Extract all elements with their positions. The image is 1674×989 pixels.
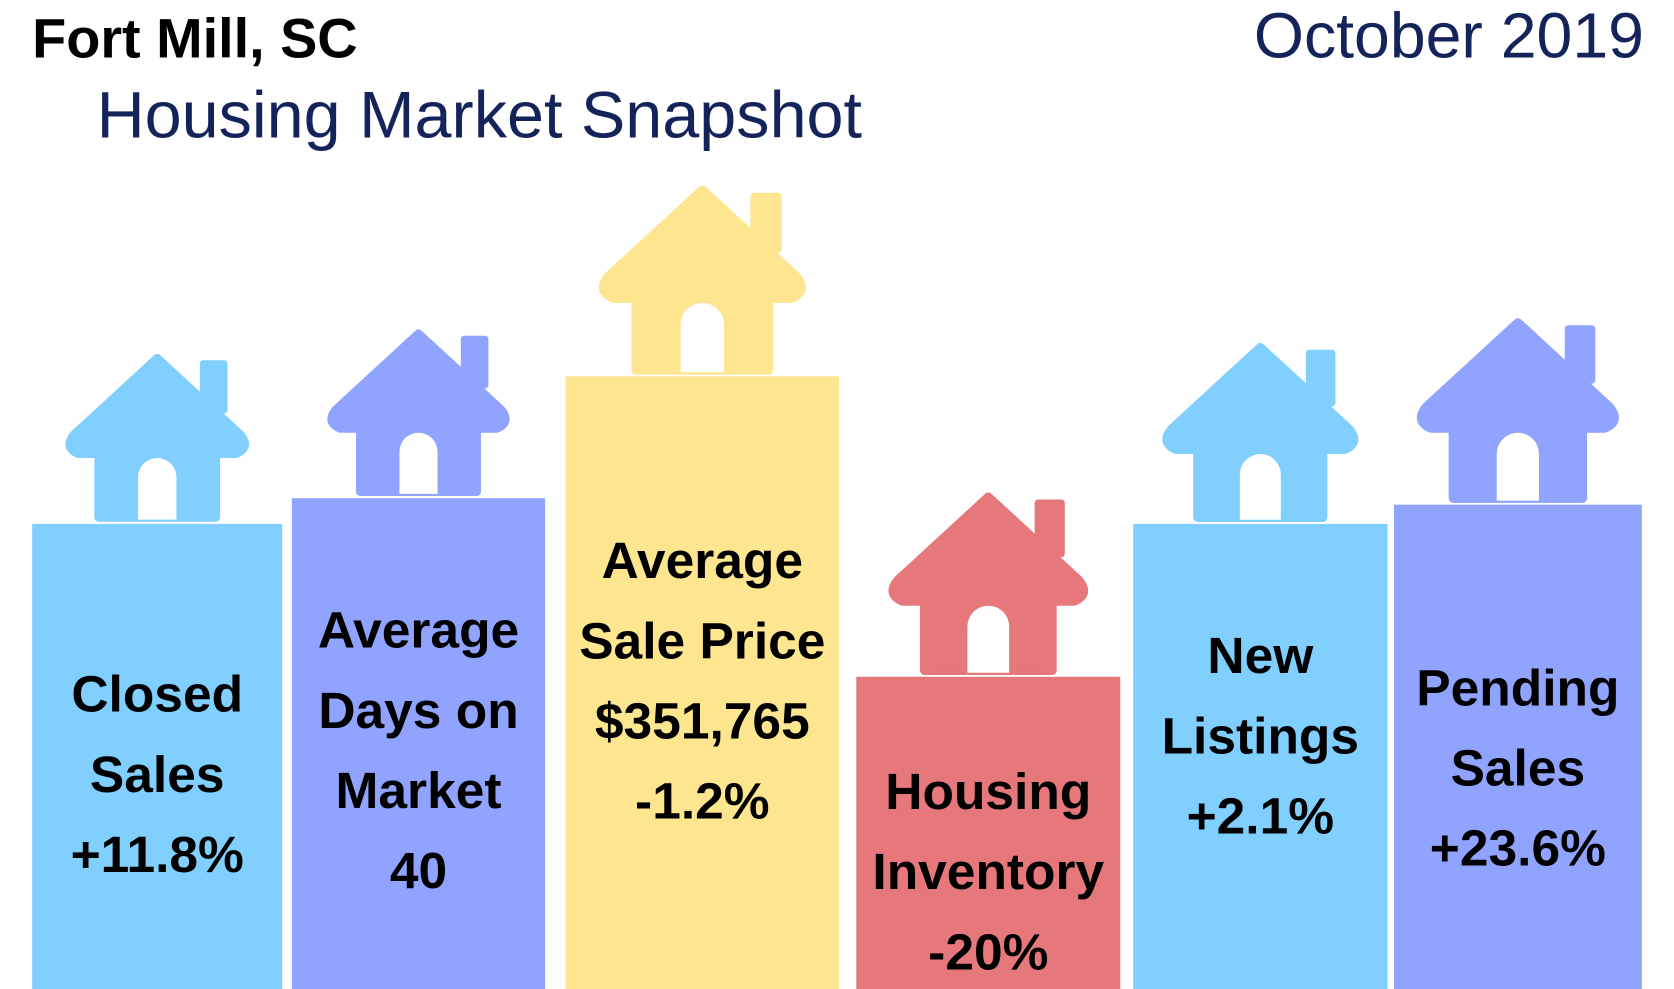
house-icon [65, 353, 250, 522]
card-label: New [1207, 626, 1314, 684]
door [967, 605, 1010, 673]
door [1239, 454, 1281, 520]
card [1393, 504, 1642, 989]
card-label: Sales [90, 745, 225, 803]
door [138, 458, 177, 520]
card-label: Housing [885, 762, 1091, 820]
card [1133, 523, 1388, 989]
card [291, 498, 546, 989]
door [1496, 432, 1539, 501]
card-label: Inventory [872, 842, 1104, 900]
card-value: +11.8% [71, 825, 244, 883]
date: October 2019 [1254, 0, 1644, 72]
card-label: Pending [1416, 658, 1619, 716]
house-icon [888, 492, 1089, 676]
card [565, 376, 840, 989]
card-label: Sales [1451, 739, 1586, 797]
card-label: Sale Price [579, 611, 825, 669]
card-value: -1.2% [635, 772, 770, 830]
card-label: Market [335, 761, 501, 819]
subtitle: Housing Market Snapshot [97, 78, 862, 152]
location: Fort Mill, SC [32, 8, 357, 70]
card-label: Listings [1162, 707, 1359, 765]
house-icon [1416, 318, 1619, 503]
door [399, 432, 438, 494]
card [856, 676, 1121, 989]
card-label: Days on [318, 681, 518, 739]
card-label: Average [602, 531, 803, 589]
card-value: +23.6% [1430, 819, 1606, 877]
card-value: 40 [390, 841, 447, 899]
house-icon [598, 185, 806, 375]
door [680, 302, 724, 373]
card-value: -20% [928, 922, 1048, 980]
card-value: +2.1% [1187, 787, 1334, 845]
card-label: Average [318, 601, 519, 659]
house-icon [1162, 342, 1359, 523]
card-label: $351,765 [595, 692, 810, 750]
house-icon [327, 329, 510, 497]
card [32, 523, 283, 989]
card-label: Closed [71, 665, 243, 723]
